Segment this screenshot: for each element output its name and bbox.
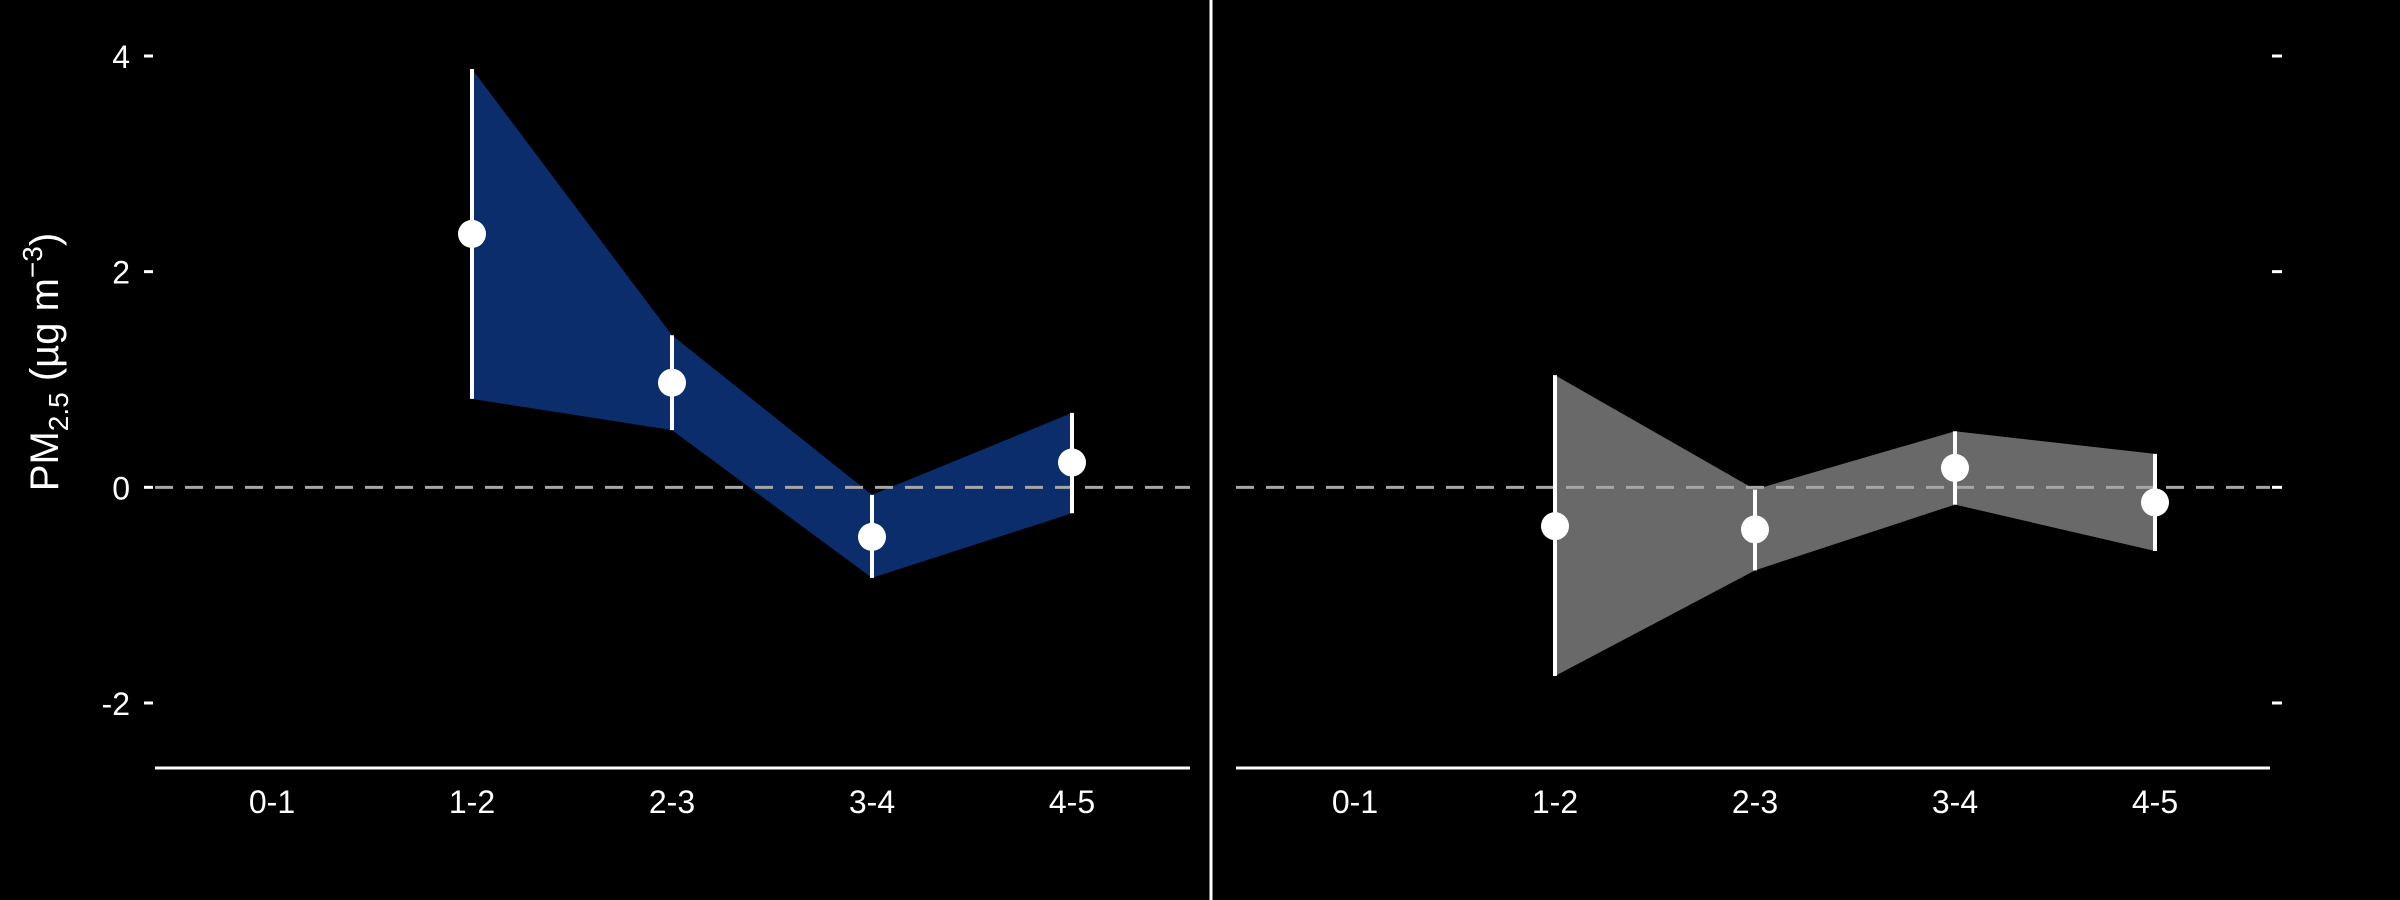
data-point (1941, 453, 1969, 482)
x-tick-label: 2-3 (1732, 784, 1778, 820)
x-tick-label: 1-2 (1532, 784, 1578, 820)
x-tick-label: 0-1 (1332, 784, 1378, 820)
x-tick-label: 2-3 (649, 784, 695, 820)
y-axis-label-sub: 2.5 (43, 392, 74, 431)
y-tick-label: -2 (102, 686, 130, 722)
x-tick-label: 3-4 (1932, 784, 1978, 820)
confidence-ribbon (472, 68, 1072, 578)
confidence-ribbon (1555, 375, 2155, 677)
data-point (1058, 448, 1086, 477)
x-tick-label: 0-1 (249, 784, 295, 820)
x-tick-label: 3-4 (849, 784, 895, 820)
y-tick-label: 0 (112, 470, 130, 506)
y-axis-label-main: PM (23, 431, 67, 491)
y-axis-label-sup: −3 (17, 246, 48, 278)
left-panel: 0-1 1-2 2-3 3-4 4-5 -2 0 2 4 (102, 39, 1190, 820)
data-point (858, 522, 886, 551)
y-axis-label-unit: (µg m (23, 278, 67, 392)
data-point (458, 219, 486, 248)
data-point (1741, 515, 1769, 544)
y-axis-label-close: ) (23, 233, 67, 246)
y-axis-label: PM2.5 (µg m−3) (17, 233, 74, 491)
x-tick-label: 4-5 (2132, 784, 2178, 820)
y-tick-label: 2 (112, 255, 130, 291)
data-point (1541, 512, 1569, 541)
x-tick-label: 4-5 (1049, 784, 1095, 820)
x-tick-label: 1-2 (449, 784, 495, 820)
data-point (658, 368, 686, 397)
right-panel: 0-1 1-2 2-3 3-4 4-5 (1236, 54, 2282, 820)
data-point (2141, 488, 2169, 517)
y-tick-label: 4 (112, 39, 130, 75)
